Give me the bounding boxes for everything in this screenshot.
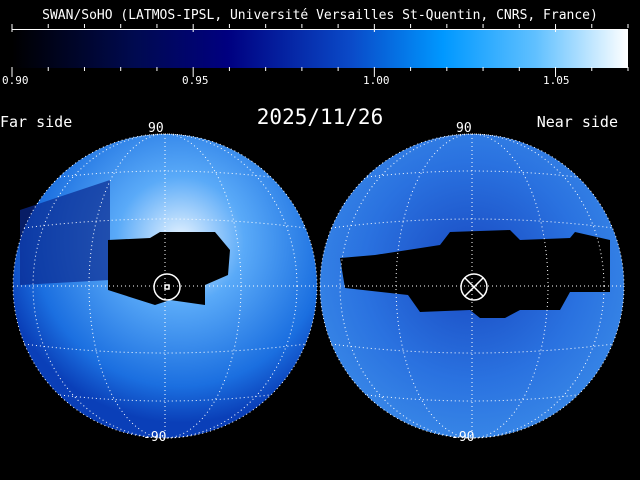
colorbar-ticks <box>11 24 629 77</box>
colorbar-tick-label: 0.95 <box>182 74 209 87</box>
colorbar <box>12 29 628 68</box>
far-side-label: Far side <box>0 113 73 131</box>
circle-cross-icon <box>460 273 488 301</box>
colorbar-tick-label: 1.00 <box>363 74 390 87</box>
date-label: 2025/11/26 <box>256 105 384 129</box>
colorbar-tick-label: 0.90 <box>2 74 29 87</box>
colorbar-tick-label: 1.05 <box>543 74 570 87</box>
far-side-map <box>12 133 318 439</box>
near-side-map <box>319 133 625 439</box>
sun-circle-dot-icon <box>153 273 181 301</box>
near-bottom-lat-label: -90 <box>451 430 475 445</box>
far-top-lat-label: 90 <box>148 121 164 136</box>
far-side-data-gap <box>108 232 230 305</box>
credit-title: SWAN/SoHO (LATMOS-IPSL, Université Versa… <box>42 8 598 23</box>
near-top-lat-label: 90 <box>456 121 472 136</box>
far-bottom-lat-label: -90 <box>143 430 167 445</box>
near-side-label: Near side <box>536 113 618 131</box>
